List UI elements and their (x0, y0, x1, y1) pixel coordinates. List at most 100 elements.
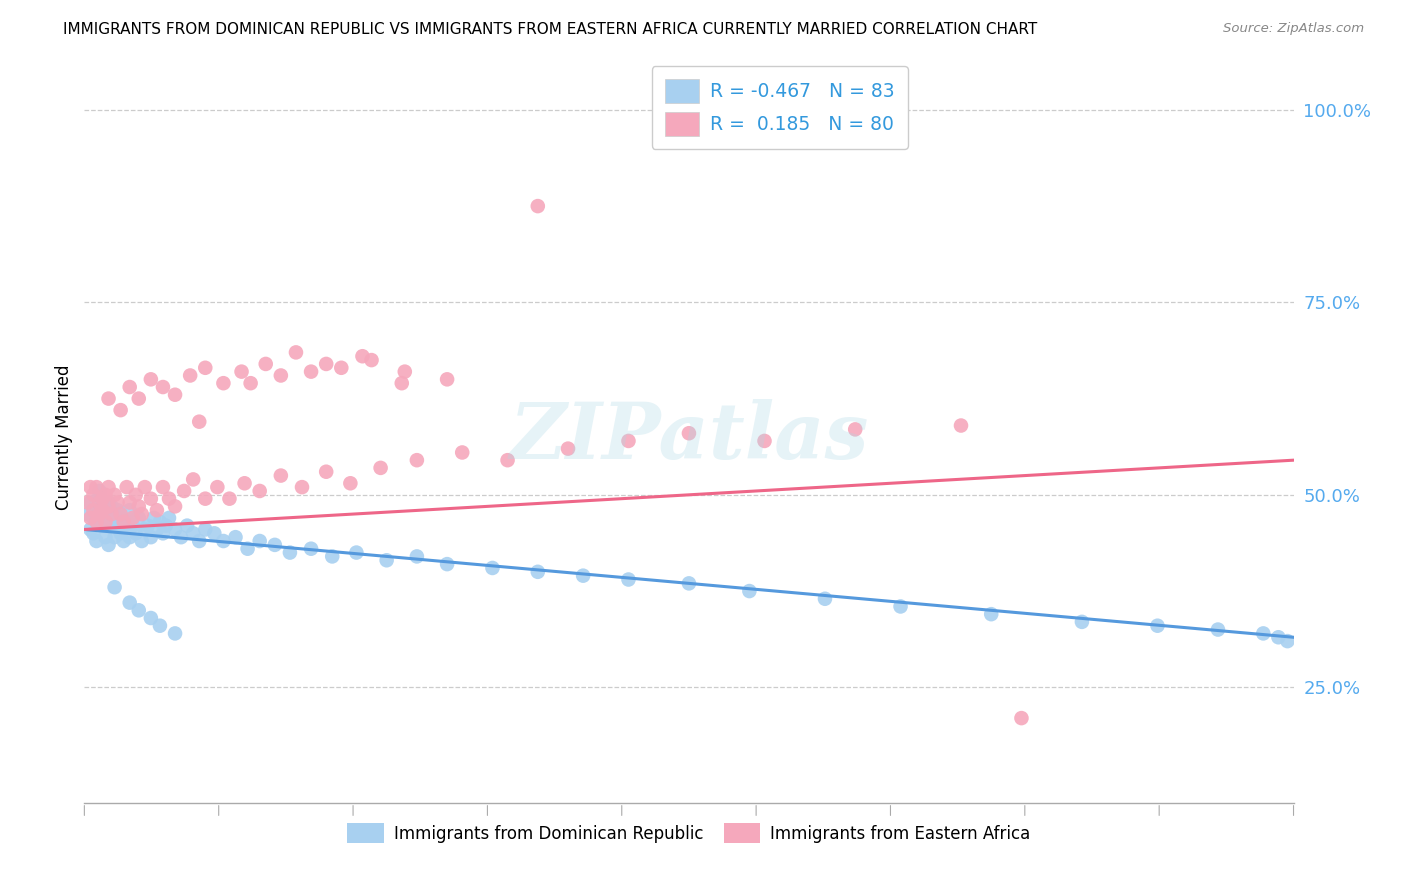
Point (100, 507, 122, 521)
Point (194, 523, 217, 537)
Point (110, 403, 132, 417)
Point (155, 518, 177, 533)
Point (97, 538, 120, 552)
Text: ZIPatlas: ZIPatlas (509, 399, 869, 475)
Point (188, 534, 211, 549)
Point (152, 480, 174, 494)
Point (678, 426, 700, 441)
Point (91, 507, 114, 521)
Point (370, 461, 392, 475)
Point (89, 507, 111, 521)
Point (218, 491, 240, 506)
Point (1146, 618, 1168, 632)
Point (890, 599, 912, 614)
Point (104, 507, 127, 521)
Point (94, 515, 117, 529)
Point (236, 541, 259, 556)
Point (1277, 634, 1299, 648)
Point (91, 518, 114, 533)
Point (617, 434, 640, 448)
Point (139, 491, 162, 506)
Point (89, 488, 111, 502)
Point (170, 530, 193, 544)
Point (436, 557, 458, 571)
Point (118, 495, 141, 509)
Point (79, 480, 101, 494)
Point (110, 511, 132, 525)
Point (678, 576, 700, 591)
Point (104, 580, 127, 594)
Point (94, 495, 117, 509)
Point (375, 553, 398, 567)
Point (557, 442, 579, 456)
Point (179, 368, 201, 383)
Point (97, 480, 120, 494)
Point (107, 495, 129, 509)
Point (285, 345, 308, 359)
Point (157, 491, 180, 506)
Point (270, 468, 292, 483)
Point (165, 388, 187, 402)
Point (131, 534, 153, 549)
Point (134, 523, 156, 537)
Point (173, 483, 195, 498)
Point (82, 488, 104, 502)
Point (89, 503, 111, 517)
Point (207, 480, 229, 494)
Point (406, 549, 429, 564)
Point (165, 626, 187, 640)
Point (128, 500, 150, 514)
Point (346, 545, 368, 559)
Point (481, 561, 503, 575)
Point (142, 511, 165, 525)
Point (134, 480, 156, 494)
Point (1267, 630, 1289, 644)
Point (107, 515, 129, 529)
Point (394, 365, 416, 379)
Point (94, 488, 117, 502)
Point (146, 503, 169, 517)
Point (139, 372, 162, 386)
Point (299, 365, 322, 379)
Y-axis label: Currently Married: Currently Married (55, 364, 73, 510)
Point (100, 518, 122, 533)
Point (76, 507, 98, 521)
Point (86, 534, 108, 549)
Point (212, 534, 235, 549)
Point (360, 353, 382, 368)
Point (152, 380, 174, 394)
Point (436, 372, 458, 386)
Point (278, 545, 301, 559)
Point (270, 368, 292, 383)
Point (188, 415, 211, 429)
Point (1011, 711, 1033, 725)
Point (82, 511, 104, 525)
Point (79, 523, 101, 537)
Point (97, 392, 120, 406)
Point (128, 392, 150, 406)
Point (233, 476, 256, 491)
Point (82, 526, 104, 541)
Point (352, 349, 374, 363)
Point (165, 500, 187, 514)
Point (950, 418, 973, 433)
Point (112, 534, 135, 549)
Point (91, 491, 114, 506)
Point (814, 591, 837, 606)
Point (89, 495, 111, 509)
Point (754, 434, 776, 448)
Legend: Immigrants from Dominican Republic, Immigrants from Eastern Africa: Immigrants from Dominican Republic, Immi… (340, 817, 1038, 849)
Point (131, 507, 153, 521)
Point (128, 603, 150, 617)
Point (79, 511, 101, 525)
Point (202, 526, 225, 541)
Point (97, 511, 120, 525)
Point (315, 465, 337, 479)
Point (107, 503, 129, 517)
Point (315, 357, 337, 371)
Point (97, 495, 120, 509)
Point (149, 515, 172, 529)
Point (451, 445, 474, 459)
Point (225, 530, 247, 544)
Point (231, 365, 253, 379)
